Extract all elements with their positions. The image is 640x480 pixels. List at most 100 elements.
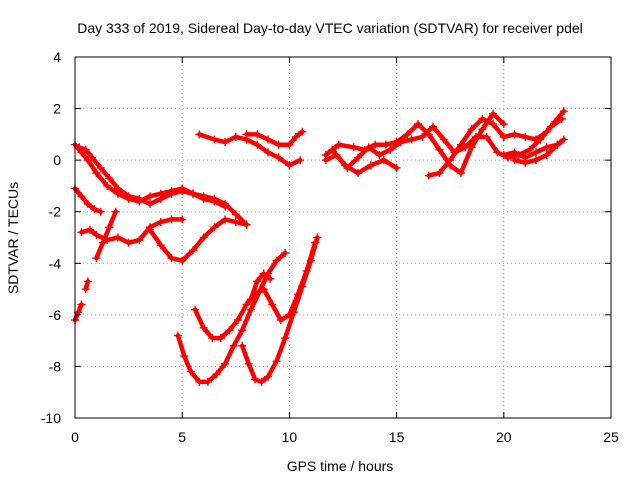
data-point-marker <box>291 132 300 141</box>
data-point-marker <box>551 117 560 126</box>
data-point-marker <box>83 199 92 208</box>
data-point-marker <box>92 254 101 263</box>
data-point-marker <box>289 308 298 317</box>
series-arc-13 <box>195 130 305 170</box>
data-point-marker <box>92 169 101 178</box>
data-point-marker <box>272 357 281 366</box>
data-point-marker <box>191 305 200 314</box>
data-point-marker <box>274 140 283 149</box>
data-point-marker <box>559 135 568 144</box>
series-arc-6 <box>92 207 120 263</box>
data-point-marker <box>263 135 272 144</box>
data-point-marker <box>238 326 247 335</box>
series-arc-8 <box>81 277 92 294</box>
data-point-marker <box>489 109 498 118</box>
data-point-marker <box>510 156 519 165</box>
data-point-marker <box>467 125 476 134</box>
data-point-marker <box>285 161 294 170</box>
data-point-marker <box>156 241 165 250</box>
data-point-marker <box>180 352 189 361</box>
data-point-marker <box>266 274 275 283</box>
data-point-marker <box>253 130 262 139</box>
x-tick-label: 5 <box>178 429 186 445</box>
data-point-marker <box>124 192 133 201</box>
data-point-marker <box>253 277 262 286</box>
data-point-marker <box>231 210 240 219</box>
data-point-marker <box>105 174 114 183</box>
x-tick-label: 10 <box>282 429 298 445</box>
data-point-marker <box>173 331 182 340</box>
data-point-marker <box>221 359 230 368</box>
data-point-marker <box>83 277 92 286</box>
data-point-marker <box>334 140 343 149</box>
data-point-marker <box>429 122 438 131</box>
data-point-marker <box>471 132 480 141</box>
data-point-marker <box>478 114 487 123</box>
data-point-marker <box>178 256 187 265</box>
data-point-marker <box>253 140 262 149</box>
data-point-marker <box>285 140 294 149</box>
data-point-marker <box>199 323 208 332</box>
data-point-marker <box>525 145 534 154</box>
y-tick-label: -4 <box>49 255 62 271</box>
data-point-marker <box>257 377 266 386</box>
data-point-marker <box>111 207 120 216</box>
data-point-marker <box>272 256 281 265</box>
data-point-marker <box>263 372 272 381</box>
data-point-marker <box>242 130 251 139</box>
data-point-marker <box>86 225 95 234</box>
data-point-marker <box>381 140 390 149</box>
y-tick-label: -8 <box>49 358 62 374</box>
plot-frame <box>74 56 612 419</box>
series-arc-12 <box>246 269 275 304</box>
data-point-marker <box>510 148 519 157</box>
data-point-marker <box>392 163 401 172</box>
data-point-marker <box>216 334 225 343</box>
data-point-marker <box>135 194 144 203</box>
data-point-marker <box>242 220 251 229</box>
data-point-marker <box>146 225 155 234</box>
data-point-marker <box>268 300 277 309</box>
data-point-marker <box>414 120 423 129</box>
data-point-marker <box>531 135 540 144</box>
data-point-marker <box>113 184 122 193</box>
series-trace <box>175 250 288 385</box>
data-point-marker <box>208 334 217 343</box>
data-point-marker <box>354 169 363 178</box>
data-point-marker <box>403 130 412 139</box>
chart-title: Day 333 of 2019, Sidereal Day-to-day VTE… <box>77 20 583 36</box>
data-point-marker <box>210 135 219 144</box>
data-point-marker <box>156 218 165 227</box>
data-point-marker <box>321 156 330 165</box>
series-trace <box>94 209 118 261</box>
data-point-marker <box>92 230 101 239</box>
series-arc-11 <box>238 233 322 386</box>
data-point-marker <box>478 125 487 134</box>
data-point-marker <box>521 132 530 141</box>
data-point-marker <box>499 150 508 159</box>
data-point-marker <box>212 370 221 379</box>
data-point-marker <box>98 238 107 247</box>
data-point-marker <box>199 192 208 201</box>
data-point-marker <box>210 194 219 203</box>
data-point-marker <box>146 192 155 201</box>
data-point-marker <box>435 145 444 154</box>
series-arc-7 <box>71 300 86 325</box>
data-point-marker <box>81 285 90 294</box>
data-point-marker <box>542 127 551 136</box>
data-point-marker <box>521 158 530 167</box>
data-point-marker <box>542 150 551 159</box>
data-point-marker <box>231 218 240 227</box>
data-point-marker <box>313 233 322 242</box>
data-point-marker <box>167 254 176 263</box>
series-arc-2 <box>75 143 251 229</box>
data-point-marker <box>366 161 375 170</box>
y-tick-labels: -10 -8 -6 -4 -2 0 2 4 <box>41 49 61 426</box>
data-point-marker <box>482 132 491 141</box>
data-point-marker <box>221 138 230 147</box>
data-point-marker <box>418 132 427 141</box>
data-point-marker <box>396 138 405 147</box>
data-point-marker <box>90 205 99 214</box>
data-point-marker <box>493 148 502 157</box>
data-point-marker <box>259 285 268 294</box>
